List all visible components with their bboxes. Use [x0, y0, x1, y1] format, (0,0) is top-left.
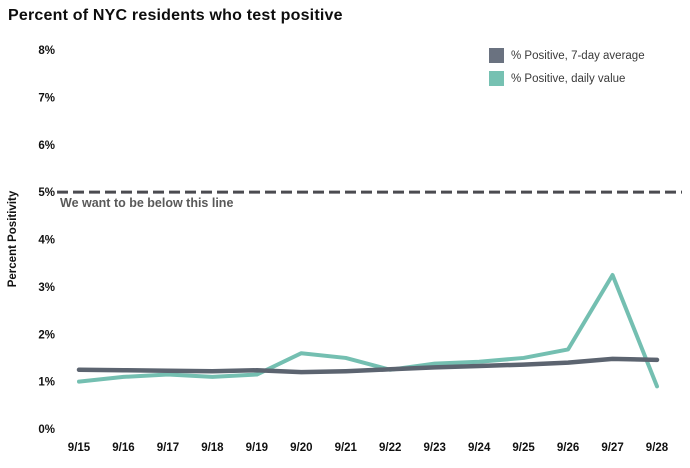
- legend-label-7day-average: % Positive, 7-day average: [511, 49, 645, 62]
- y-tick-label: 2%: [38, 329, 55, 341]
- legend-item-daily-value: % Positive, daily value: [489, 71, 645, 86]
- reference-line-annotation: We want to be below this line: [60, 196, 234, 210]
- legend-item-7day-average: % Positive, 7-day average: [489, 48, 645, 63]
- y-tick-label: 1%: [38, 377, 55, 389]
- x-tick-label: 9/26: [557, 442, 579, 454]
- y-tick-label: 0%: [38, 424, 55, 436]
- x-tick-label: 9/24: [468, 442, 491, 454]
- x-tick-label: 9/23: [423, 442, 445, 454]
- y-tick-label: 8%: [38, 45, 55, 57]
- y-tick-label: 5%: [38, 187, 55, 199]
- chart-title: Percent of NYC residents who test positi…: [8, 7, 343, 24]
- x-tick-label: 9/25: [512, 442, 535, 454]
- x-tick-label: 9/17: [157, 442, 179, 454]
- x-tick-label: 9/18: [201, 442, 224, 454]
- legend-label-daily-value: % Positive, daily value: [511, 72, 626, 85]
- x-tick-label: 9/28: [646, 442, 669, 454]
- series-line-7day-average: [76, 356, 660, 375]
- legend-swatch-daily-value: [489, 71, 504, 86]
- legend-swatch-7day-average: [489, 48, 504, 63]
- y-tick-label: 3%: [38, 282, 55, 294]
- x-tick-label: 9/15: [68, 442, 91, 454]
- x-tick-label: 9/16: [112, 442, 134, 454]
- y-tick-label: 4%: [38, 235, 55, 247]
- x-tick-label: 9/19: [246, 442, 268, 454]
- series-line-daily-value: [77, 273, 659, 389]
- y-axis-title: Percent Positivity: [7, 190, 19, 288]
- x-tick-label: 9/21: [335, 442, 358, 454]
- x-tick-label: 9/27: [601, 442, 623, 454]
- y-tick-label: 6%: [38, 140, 55, 152]
- chart-legend: % Positive, 7-day average % Positive, da…: [489, 48, 645, 94]
- x-tick-label: 9/22: [379, 442, 401, 454]
- y-tick-label: 7%: [38, 92, 55, 104]
- x-tick-label: 9/20: [290, 442, 312, 454]
